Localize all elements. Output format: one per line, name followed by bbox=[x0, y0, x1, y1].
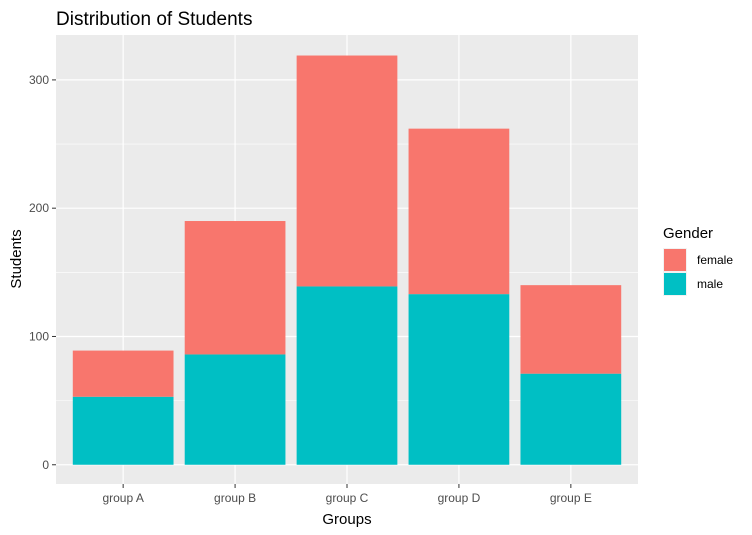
x-tick-label: group A bbox=[102, 491, 143, 505]
bar-male-group-C bbox=[296, 286, 398, 465]
legend: Gender female male bbox=[663, 225, 733, 296]
bar-male-group-A bbox=[72, 396, 174, 465]
chart-title: Distribution of Students bbox=[56, 9, 252, 30]
x-tick-label: group E bbox=[550, 491, 592, 505]
y-tick-label: 200 bbox=[29, 201, 49, 215]
bar-male-group-D bbox=[408, 294, 510, 465]
x-axis: group A group B group C group D group E bbox=[102, 484, 592, 505]
bar-male-group-B bbox=[184, 354, 286, 465]
bar-male-group-E bbox=[520, 373, 622, 465]
legend-label-female: female bbox=[697, 253, 733, 267]
y-axis: 0 100 200 300 bbox=[29, 73, 56, 472]
bar-female-group-D bbox=[408, 128, 510, 295]
x-tick-label: group B bbox=[214, 491, 256, 505]
y-tick-label: 0 bbox=[42, 458, 49, 472]
legend-swatch-male bbox=[664, 273, 686, 295]
x-tick-label: group C bbox=[326, 491, 369, 505]
legend-label-male: male bbox=[697, 277, 723, 291]
y-axis-title: Students bbox=[8, 229, 25, 288]
bar-female-group-E bbox=[520, 285, 622, 374]
bar-female-group-A bbox=[72, 350, 174, 397]
legend-swatch-female bbox=[664, 249, 686, 271]
bar-female-group-B bbox=[184, 221, 286, 355]
y-tick-label: 100 bbox=[29, 329, 49, 343]
x-axis-title: Groups bbox=[322, 511, 371, 528]
bar-female-group-C bbox=[296, 55, 398, 287]
legend-title: Gender bbox=[663, 225, 713, 242]
x-tick-label: group D bbox=[438, 491, 481, 505]
y-tick-label: 300 bbox=[29, 73, 49, 87]
bars bbox=[72, 55, 622, 465]
